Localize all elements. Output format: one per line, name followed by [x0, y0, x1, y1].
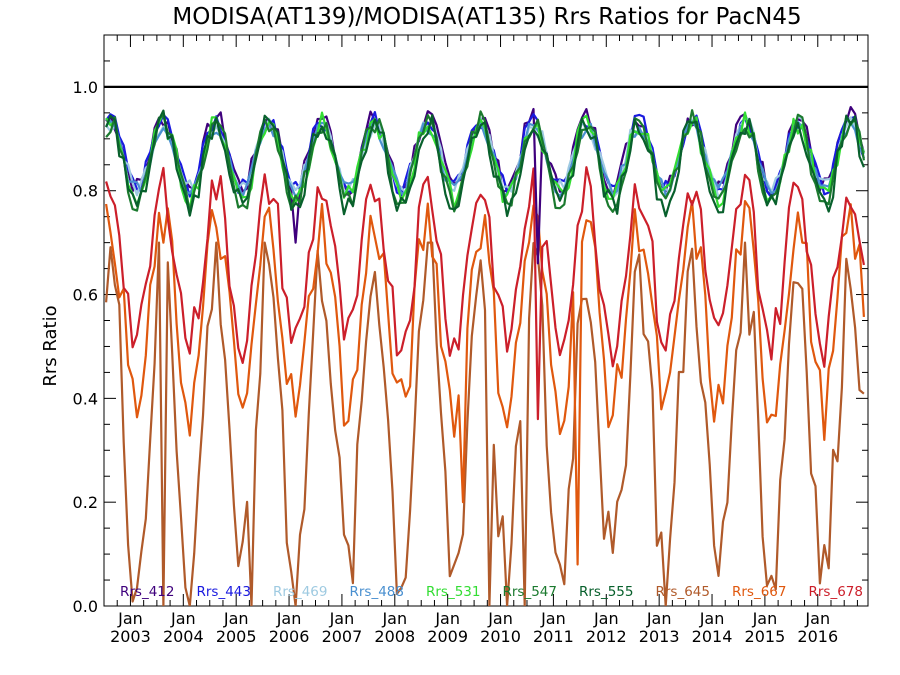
x-tick-month-label: Jan — [646, 609, 672, 628]
y-axis-label: Rrs Ratio — [40, 305, 61, 386]
legend-entry-rrs-645: Rrs_645 — [656, 584, 710, 600]
x-tick-year-label: 2011 — [533, 627, 574, 646]
series-group — [105, 105, 865, 606]
x-tick-year-label: 2007 — [322, 627, 363, 646]
legend-entry-rrs-667: Rrs_667 — [732, 584, 786, 600]
x-tick-year-label: 2014 — [692, 627, 733, 646]
x-tick-month-label: Jan — [434, 609, 460, 628]
y-tick-label: 1.0 — [73, 78, 98, 97]
chart-title: MODISA(AT139)/MODISA(AT135) Rrs Ratios f… — [172, 4, 801, 30]
x-tick-year-label: 2009 — [427, 627, 468, 646]
x-tick-year-label: 2013 — [639, 627, 680, 646]
x-tick-year-label: 2008 — [374, 627, 415, 646]
y-tick-label: 0.6 — [73, 286, 98, 305]
legend-entry-rrs-531: Rrs_531 — [426, 584, 480, 600]
x-tick-month-label: Jan — [540, 609, 566, 628]
legend-entry-rrs-555: Rrs_555 — [579, 584, 633, 600]
x-tick-year-label: 2003 — [110, 627, 151, 646]
x-tick-month-label: Jan — [276, 609, 302, 628]
x-tick-month-label: Jan — [381, 609, 407, 628]
legend-entry-rrs-412: Rrs_412 — [120, 584, 174, 600]
legend-entry-rrs-678: Rrs_678 — [809, 584, 863, 600]
x-tick-year-label: 2010 — [480, 627, 521, 646]
x-tick-month-label: Jan — [117, 609, 143, 628]
x-tick-month-label: Jan — [804, 609, 830, 628]
x-tick-month-label: Jan — [487, 609, 513, 628]
x-tick-month-label: Jan — [752, 609, 778, 628]
x-tick-month-label: Jan — [170, 609, 196, 628]
axes: 0.00.20.40.60.81.0Jan2003Jan2004Jan2005J… — [73, 34, 869, 646]
legend-entry-rrs-488: Rrs_488 — [350, 584, 404, 600]
legend: Rrs_412 Rrs_443 Rrs_469 Rrs_488 Rrs_531 Rrs_5… — [120, 584, 863, 600]
legend-entry-rrs-469: Rrs_469 — [273, 584, 327, 600]
x-tick-year-label: 2012 — [586, 627, 627, 646]
x-tick-year-label: 2005 — [216, 627, 257, 646]
legend-entry-rrs-547: Rrs_547 — [503, 584, 557, 600]
series-line-rrs-555 — [105, 109, 865, 218]
series-line-rrs-645 — [105, 241, 865, 606]
x-tick-year-label: 2004 — [163, 627, 204, 646]
x-tick-year-label: 2006 — [269, 627, 310, 646]
y-tick-label: 0.4 — [73, 389, 98, 408]
x-tick-month-label: Jan — [593, 609, 619, 628]
series-line-rrs-678 — [105, 166, 865, 421]
x-tick-year-label: 2015 — [745, 627, 786, 646]
y-tick-label: 0.0 — [73, 597, 98, 616]
x-tick-month-label: Jan — [329, 609, 355, 628]
x-tick-month-label: Jan — [699, 609, 725, 628]
x-tick-year-label: 2016 — [797, 627, 838, 646]
legend-entry-rrs-443: Rrs_443 — [197, 584, 251, 600]
y-tick-label: 0.2 — [73, 493, 98, 512]
x-tick-month-label: Jan — [223, 609, 249, 628]
series-line-rrs-667 — [105, 200, 865, 566]
y-tick-label: 0.8 — [73, 182, 98, 201]
